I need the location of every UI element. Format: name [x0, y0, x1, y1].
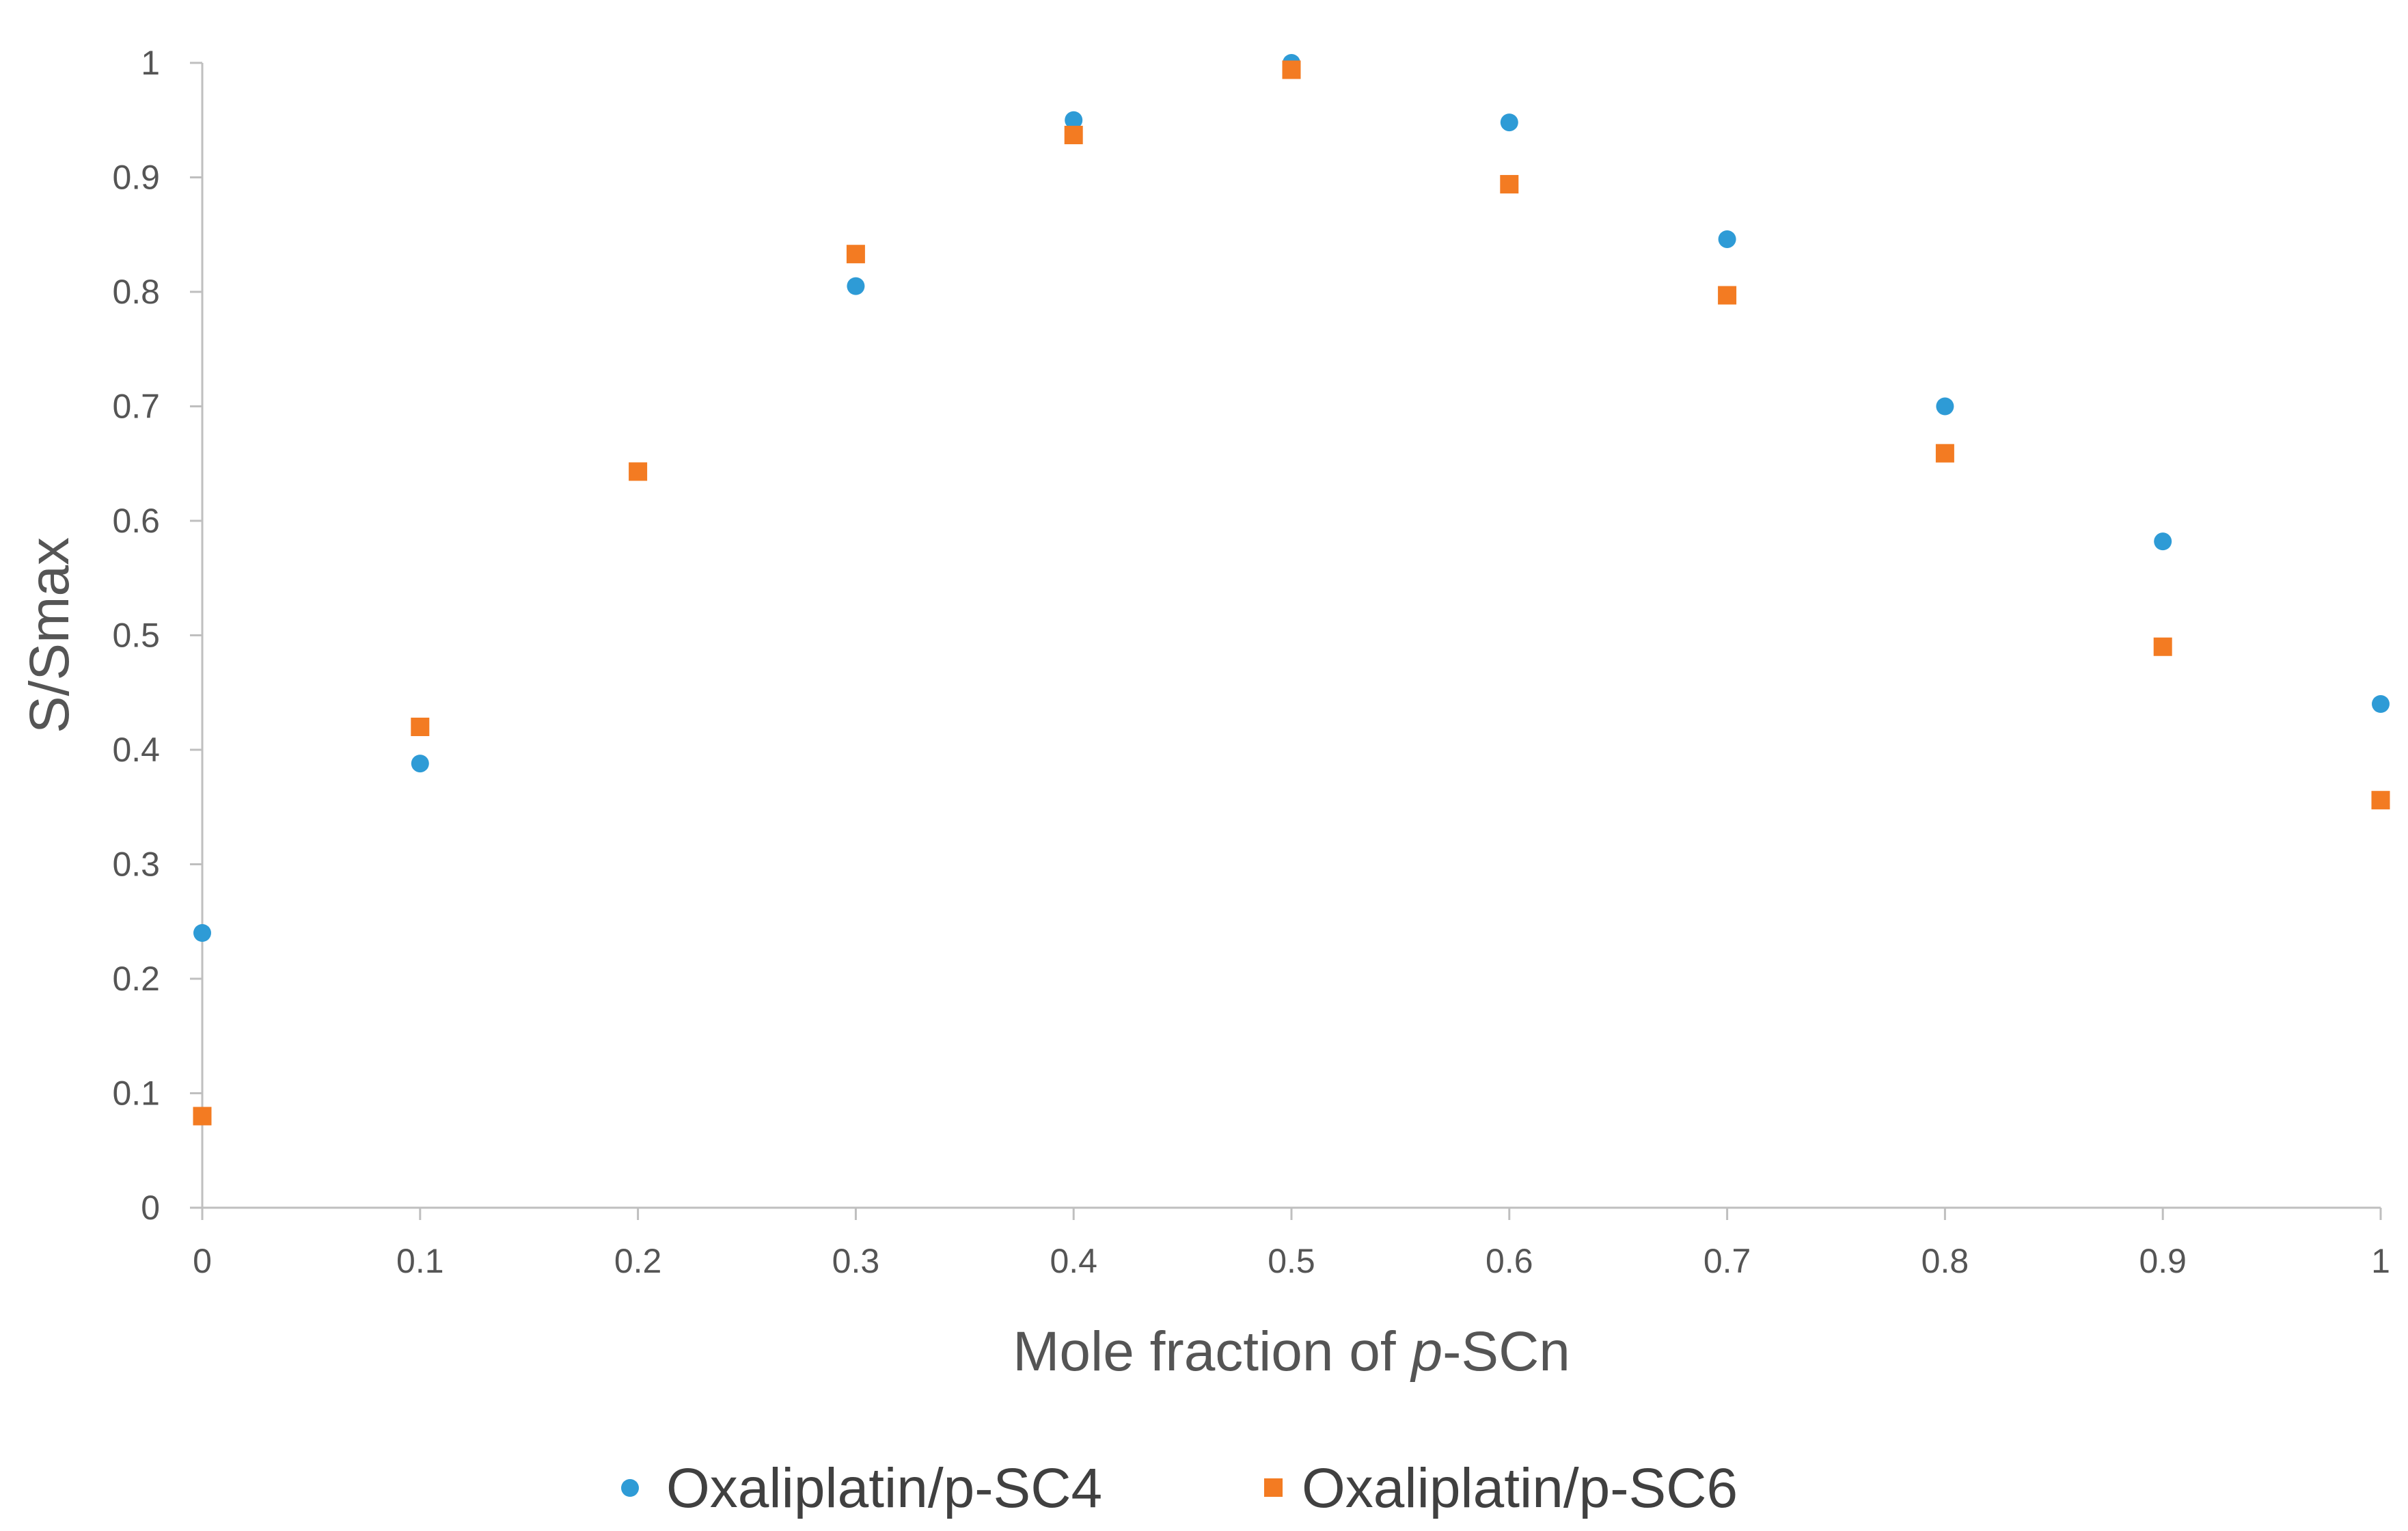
y-tick-label: 0.9 [112, 159, 160, 197]
data-point-series-1 [411, 755, 429, 773]
x-tick-label: 0.3 [832, 1242, 880, 1280]
x-axis-title-italic: p [1409, 1320, 1442, 1383]
y-tick-label: 0.4 [112, 731, 160, 769]
data-point-series-1 [1936, 397, 1954, 416]
data-point-series-2 [629, 462, 648, 481]
data-point-series-2 [411, 718, 430, 736]
x-tick-label: 0.6 [1486, 1242, 1533, 1280]
x-tick-label: 0.4 [1050, 1242, 1097, 1280]
y-tick-label: 0.1 [112, 1074, 160, 1113]
y-tick-label: 0.3 [112, 845, 160, 884]
x-tick-label: 0.5 [1268, 1242, 1315, 1280]
data-point-series-1 [1718, 230, 1736, 248]
y-tick-label: 0.8 [112, 273, 160, 311]
tick-labels: 0 0.1 0.2 0.3 0.4 0.5 0.6 0.7 0.8 0.9 1 0 0.1 0.2 0.3 0… [112, 44, 2390, 1280]
legend-label-series-1: Oxaliplatin/p-SC4 [666, 1457, 1102, 1519]
legend-marker-circle [621, 1479, 639, 1497]
axes [190, 62, 2382, 1220]
data-point-series-1 [193, 924, 211, 942]
y-tick-label: 1 [141, 44, 160, 82]
data-point-series-2 [1064, 126, 1083, 145]
x-axis-title-suffix: -SCn [1442, 1320, 1570, 1383]
x-axis-title-main: Mole fraction of [1013, 1320, 1411, 1383]
x-axis-title: Mole fraction of p-SCn [1013, 1320, 1570, 1383]
x-tick-label: 1 [2371, 1242, 2390, 1280]
y-tick-label: 0.7 [112, 388, 160, 426]
x-tick-label: 0.7 [1704, 1242, 1751, 1280]
data-point-series-2 [1282, 60, 1301, 79]
x-tick-label: 0.9 [2139, 1242, 2187, 1280]
data-point-series-1 [1500, 113, 1518, 132]
data-point-series-2 [2153, 637, 2172, 656]
data-point-series-1 [2372, 695, 2390, 713]
legend: Oxaliplatin/p-SC4 Oxaliplatin/p-SC6 [621, 1457, 1738, 1519]
data-point-series-2 [1718, 286, 1737, 305]
y-tick-label: 0.5 [112, 617, 160, 655]
legend-marker-square [1264, 1478, 1283, 1497]
data-point-series-2 [846, 245, 865, 264]
x-tick-label: 0.2 [614, 1242, 662, 1280]
y-axis-title: S/Smax [18, 537, 81, 733]
data-points [193, 54, 2390, 1126]
y-tick-label: 0.6 [112, 502, 160, 540]
legend-label-series-2: Oxaliplatin/p-SC6 [1302, 1457, 1738, 1519]
x-tick-label: 0 [193, 1242, 212, 1280]
data-point-series-1 [847, 277, 865, 295]
data-point-series-2 [193, 1107, 212, 1126]
data-point-series-2 [1500, 175, 1519, 194]
data-point-series-2 [2371, 791, 2390, 810]
x-tick-label: 0.1 [396, 1242, 444, 1280]
data-point-series-1 [1065, 111, 1083, 129]
data-point-series-2 [1935, 444, 1954, 463]
data-point-series-1 [2154, 532, 2172, 551]
y-tick-label: 0.2 [112, 960, 160, 998]
y-tick-label: 0 [141, 1189, 160, 1227]
x-tick-label: 0.8 [1921, 1242, 1969, 1280]
